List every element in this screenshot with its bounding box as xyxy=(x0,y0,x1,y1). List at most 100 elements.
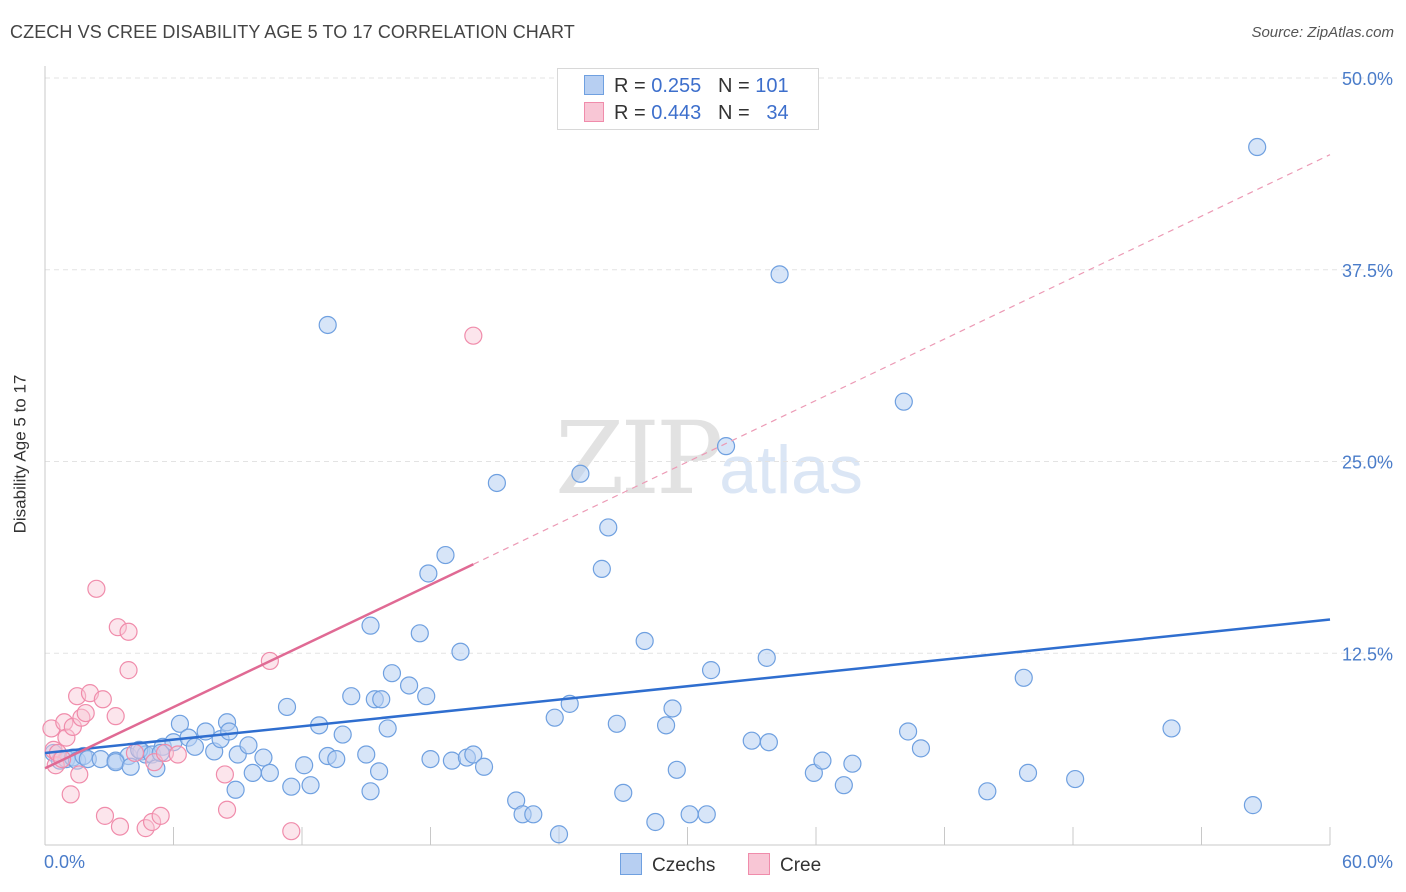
cree-point xyxy=(119,661,138,680)
czechs-point xyxy=(243,763,262,783)
czechs-point xyxy=(701,661,721,680)
czechs-point xyxy=(680,805,699,824)
czechs-point xyxy=(770,265,789,284)
czechs-point xyxy=(1066,769,1085,789)
legend-r-label: R = xyxy=(614,75,646,97)
legend-swatch-czechs xyxy=(620,853,642,875)
bottom-legend-cree: Cree xyxy=(748,853,821,877)
cree-trend-extension xyxy=(473,154,1331,565)
legend-row-cree: R = 0.443 N = 34 xyxy=(584,102,789,126)
legend-swatch-czechs xyxy=(584,75,604,95)
czechs-point xyxy=(170,714,190,733)
y-tick-label: 12.5% xyxy=(1342,644,1393,664)
czechs-point xyxy=(607,714,626,733)
czechs-point xyxy=(254,748,273,767)
czechs-point xyxy=(277,697,297,717)
czechs-point xyxy=(571,464,590,483)
legend-label-czechs: Czechs xyxy=(652,855,716,876)
czechs-point xyxy=(220,722,239,741)
czechs-point xyxy=(894,392,913,411)
czechs-point xyxy=(599,518,618,537)
legend-row-czechs: R = 0.255 N = 101 xyxy=(584,75,789,99)
czechs-point xyxy=(282,777,301,796)
y-tick-label: 50.0% xyxy=(1342,69,1393,89)
czechs-point xyxy=(226,780,245,799)
y-tick-label: 25.0% xyxy=(1342,453,1393,473)
x-tick-label: 0.0% xyxy=(44,852,85,872)
legend-n-label: N = xyxy=(717,102,750,124)
czechs-point xyxy=(843,754,862,773)
cree-point xyxy=(125,743,145,763)
czechs-point xyxy=(545,708,564,727)
legend-label-cree: Cree xyxy=(780,855,822,876)
czechs-point xyxy=(357,745,376,764)
source-label: Source: ZipAtlas.com xyxy=(1251,24,1394,41)
cree-point xyxy=(464,326,483,345)
czechs-point xyxy=(656,716,676,735)
czechs-point xyxy=(697,805,716,824)
czechs-point xyxy=(121,757,140,776)
czechs-point xyxy=(410,624,429,643)
legend-r-value: 0.443 xyxy=(651,102,702,124)
czechs-point xyxy=(301,776,320,795)
cree-point xyxy=(217,800,237,819)
czechs-point xyxy=(451,642,470,661)
czechs-point xyxy=(419,564,438,583)
czechs-point xyxy=(91,749,110,769)
czechs-point xyxy=(378,719,397,738)
czechs-point xyxy=(436,545,455,565)
czechs-point xyxy=(464,745,483,764)
cree-trend-line xyxy=(44,563,474,770)
cree-point xyxy=(119,622,138,641)
czechs-point xyxy=(592,559,611,578)
bottom-legend-czechs: Czechs xyxy=(620,853,715,877)
czechs-point xyxy=(524,805,543,824)
czechs-point xyxy=(1248,137,1267,157)
czechs-point xyxy=(417,687,436,706)
czechs-point xyxy=(898,722,918,741)
czechs-point xyxy=(646,812,665,832)
czechs-point xyxy=(399,676,419,695)
cree-point xyxy=(151,806,170,825)
cree-point xyxy=(110,817,130,836)
czechs-point xyxy=(442,751,462,770)
czechs-point xyxy=(372,690,391,709)
cree-point xyxy=(61,785,80,804)
cree-point xyxy=(93,690,112,709)
czechs-point xyxy=(487,473,506,493)
cree-point xyxy=(95,806,115,825)
czechs-point xyxy=(333,725,352,744)
czechs-point xyxy=(813,751,832,770)
czechs-point xyxy=(474,757,494,776)
czechs-point xyxy=(106,753,125,772)
cree-point xyxy=(106,707,125,726)
czechs-point xyxy=(327,749,346,769)
legend-n-value: 34 xyxy=(766,102,789,124)
legend-n-label: N = xyxy=(717,75,750,97)
czechs-point xyxy=(318,315,337,335)
cree-point xyxy=(76,703,95,723)
czechs-point xyxy=(978,782,997,801)
cree-point xyxy=(55,713,74,732)
chart-title: CZECH VS CREE DISABILITY AGE 5 TO 17 COR… xyxy=(10,22,575,42)
czechs-point xyxy=(834,776,853,795)
czechs-point xyxy=(663,699,682,718)
legend-r-value: 0.255 xyxy=(651,75,702,97)
czechs-point xyxy=(295,756,314,775)
czechs-point xyxy=(239,736,258,755)
czechs-point xyxy=(549,825,569,844)
cree-point xyxy=(282,822,301,841)
czechs-point xyxy=(370,762,389,781)
legend-r-label: R = xyxy=(614,102,646,124)
legend-swatch-cree xyxy=(584,102,604,122)
czechs-trend-line xyxy=(44,618,1331,755)
czechs-point xyxy=(185,737,205,756)
stats-legend: R = 0.255 N = 101 R = 0.443 N = 34 xyxy=(557,68,819,130)
cree-point xyxy=(108,618,127,637)
watermark-atlas: atlas xyxy=(719,432,863,508)
cree-point xyxy=(70,765,89,784)
czechs-point xyxy=(911,739,931,758)
czechs-point xyxy=(757,648,776,667)
czechs-point xyxy=(635,631,654,651)
